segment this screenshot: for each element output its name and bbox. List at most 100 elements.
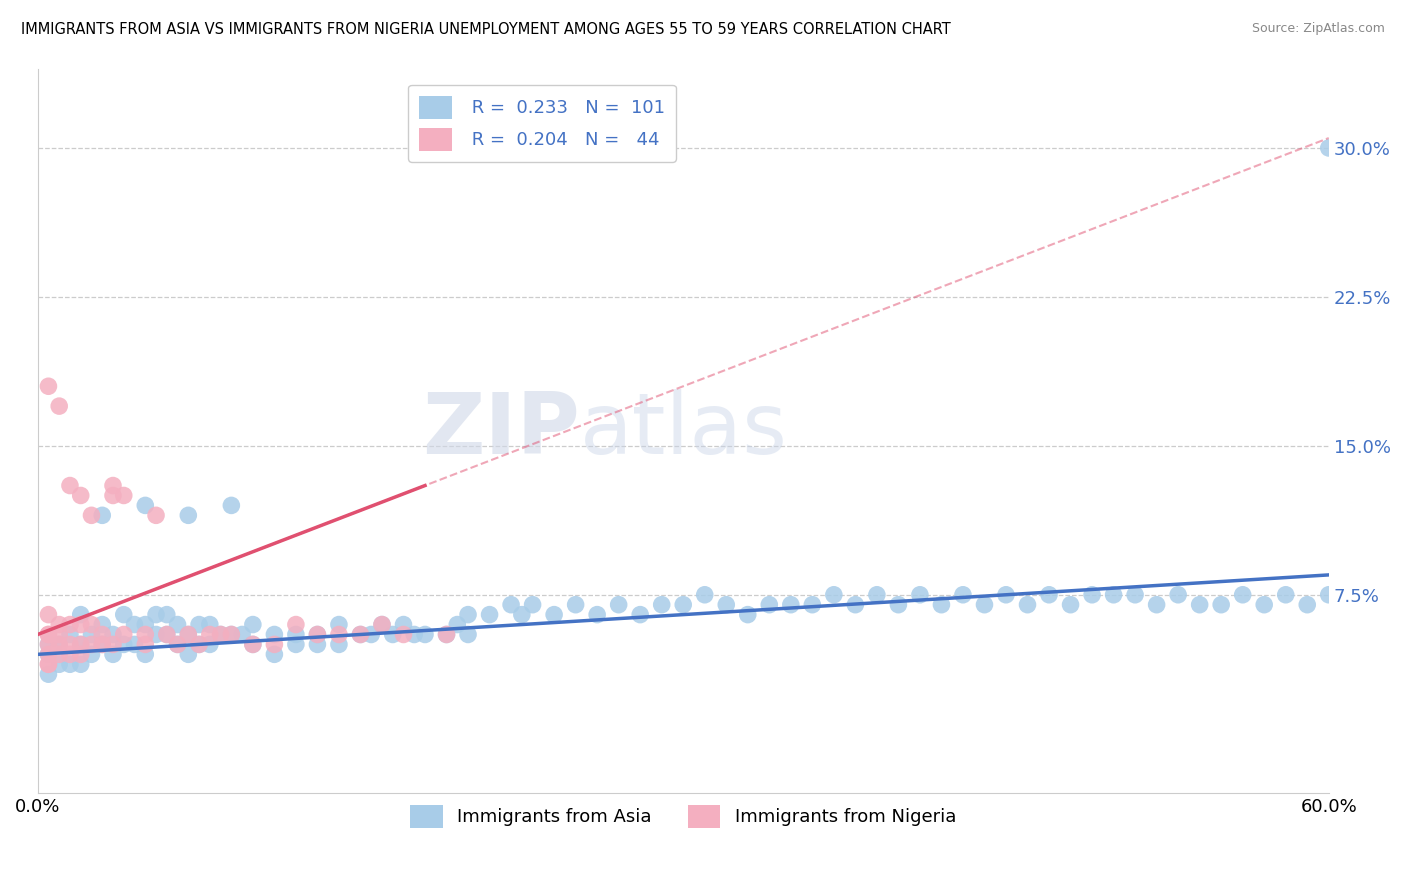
Point [69, 607, 91, 622]
Point [177, 508, 200, 523]
Point [737, 607, 759, 622]
Point [209, 627, 232, 641]
Point [198, 627, 221, 641]
Point [69, 488, 91, 502]
Point [908, 588, 931, 602]
Point [628, 607, 651, 622]
Point [693, 588, 716, 602]
Point [101, 637, 124, 651]
Point [952, 588, 974, 602]
Point [59, 648, 82, 662]
Point [242, 617, 264, 632]
Point [37, 379, 59, 393]
Point [328, 627, 350, 641]
Point [392, 627, 415, 641]
Text: ZIP: ZIP [422, 390, 579, 473]
Point [166, 617, 188, 632]
Point [124, 617, 146, 632]
Point [59, 478, 82, 492]
Point [263, 627, 285, 641]
Point [59, 627, 82, 641]
Point [59, 637, 82, 651]
Point [101, 648, 124, 662]
Point [145, 508, 167, 523]
Point [328, 617, 350, 632]
Point [446, 617, 468, 632]
Point [995, 588, 1018, 602]
Point [59, 657, 82, 672]
Point [607, 598, 630, 612]
Point [48, 657, 70, 672]
Point [436, 627, 458, 641]
Point [166, 637, 188, 651]
Point [381, 627, 404, 641]
Point [1296, 598, 1319, 612]
Point [177, 627, 200, 641]
Point [564, 598, 586, 612]
Point [586, 607, 609, 622]
Point [221, 499, 243, 513]
Point [823, 588, 845, 602]
Point [37, 667, 59, 681]
Point [931, 598, 953, 612]
Point [91, 627, 114, 641]
Point [69, 637, 91, 651]
Point [242, 637, 264, 651]
Point [37, 648, 59, 662]
Point [134, 648, 156, 662]
Point [1274, 588, 1296, 602]
Point [209, 627, 232, 641]
Point [134, 617, 156, 632]
Point [48, 399, 70, 413]
Point [457, 607, 479, 622]
Point [866, 588, 889, 602]
Point [284, 617, 307, 632]
Point [1253, 598, 1275, 612]
Point [1232, 588, 1254, 602]
Point [112, 637, 135, 651]
Point [91, 617, 114, 632]
Point [112, 607, 135, 622]
Point [156, 627, 179, 641]
Point [349, 627, 371, 641]
Point [80, 627, 103, 641]
Point [242, 637, 264, 651]
Point [307, 627, 329, 641]
Point [973, 598, 995, 612]
Point [801, 598, 824, 612]
Point [284, 637, 307, 651]
Point [48, 637, 70, 651]
Point [1017, 598, 1039, 612]
Point [48, 617, 70, 632]
Point [198, 637, 221, 651]
Point [37, 637, 59, 651]
Point [91, 637, 114, 651]
Point [69, 617, 91, 632]
Point [177, 627, 200, 641]
Point [349, 627, 371, 641]
Point [145, 607, 167, 622]
Point [221, 627, 243, 641]
Point [844, 598, 866, 612]
Point [392, 617, 415, 632]
Point [37, 657, 59, 672]
Point [156, 607, 179, 622]
Point [101, 478, 124, 492]
Point [1123, 588, 1146, 602]
Point [478, 607, 501, 622]
Point [156, 627, 179, 641]
Point [360, 627, 382, 641]
Point [779, 598, 801, 612]
Point [1038, 588, 1060, 602]
Point [188, 637, 211, 651]
Text: atlas: atlas [579, 390, 787, 473]
Point [1188, 598, 1211, 612]
Point [543, 607, 565, 622]
Point [37, 627, 59, 641]
Point [145, 627, 167, 641]
Point [371, 617, 394, 632]
Point [510, 607, 533, 622]
Point [758, 598, 780, 612]
Point [112, 627, 135, 641]
Point [522, 598, 544, 612]
